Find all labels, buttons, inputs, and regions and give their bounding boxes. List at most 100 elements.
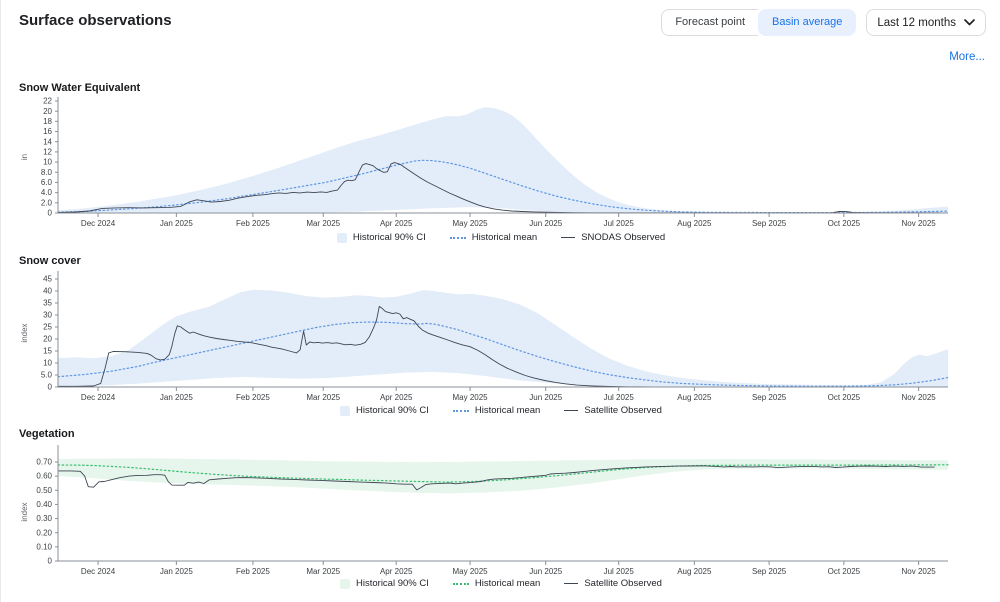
svg-text:in: in (20, 154, 29, 160)
svg-text:Dec 2024: Dec 2024 (81, 567, 116, 576)
svg-text:0.20: 0.20 (36, 528, 52, 537)
time-range-select[interactable]: Last 12 months (866, 9, 986, 36)
svg-text:6.0: 6.0 (41, 178, 53, 187)
snow-cover-chart-title: Snow cover (19, 255, 81, 267)
ci-band-swatch (340, 405, 351, 416)
page-title: Surface observations (19, 12, 172, 29)
svg-text:0: 0 (48, 209, 53, 218)
swe-chart-title: Snow Water Equivalent (19, 82, 141, 94)
ci-band-swatch (340, 578, 351, 589)
svg-text:10: 10 (43, 359, 52, 368)
svg-text:Apr 2025: Apr 2025 (380, 393, 413, 402)
svg-text:Mar 2025: Mar 2025 (306, 393, 340, 402)
svg-text:Dec 2024: Dec 2024 (81, 219, 116, 228)
svg-text:25: 25 (43, 323, 52, 332)
svg-text:Jan 2025: Jan 2025 (160, 219, 193, 228)
svg-text:May 2025: May 2025 (452, 393, 488, 402)
legend-item-mean: Historical mean (452, 578, 541, 589)
svg-text:8.0: 8.0 (41, 168, 53, 177)
legend-label: Historical mean (474, 578, 541, 589)
svg-text:Apr 2025: Apr 2025 (380, 219, 413, 228)
svg-text:May 2025: May 2025 (452, 567, 488, 576)
ci-band-swatch (336, 232, 347, 243)
legend-item-observed: Satellite Observed (564, 405, 662, 416)
snow-cover-legend: Historical 90% CI Historical mean Satell… (1, 405, 1000, 416)
svg-text:5.0: 5.0 (41, 371, 53, 380)
basin-average-button[interactable]: Basin average (758, 9, 857, 36)
legend-item-ci: Historical 90% CI (340, 405, 429, 416)
svg-text:Apr 2025: Apr 2025 (380, 567, 413, 576)
legend-item-ci: Historical 90% CI (336, 232, 426, 243)
svg-text:May 2025: May 2025 (452, 219, 488, 228)
svg-text:Aug 2025: Aug 2025 (677, 567, 712, 576)
svg-text:12: 12 (43, 148, 52, 157)
svg-text:4.0: 4.0 (41, 188, 53, 197)
legend-item-observed: SNODAS Observed (561, 232, 665, 243)
header-controls: Forecast point Basin average Last 12 mon… (661, 9, 986, 36)
svg-text:Jun 2025: Jun 2025 (529, 567, 562, 576)
svg-text:Nov 2025: Nov 2025 (902, 567, 937, 576)
vegetation-chart-title: Vegetation (19, 428, 75, 440)
svg-text:Nov 2025: Nov 2025 (902, 219, 937, 228)
mean-line-swatch (452, 582, 469, 585)
svg-text:0.30: 0.30 (36, 514, 52, 523)
svg-text:Feb 2025: Feb 2025 (236, 219, 270, 228)
observed-line-swatch (561, 236, 576, 239)
svg-text:35: 35 (43, 299, 52, 308)
svg-text:Aug 2025: Aug 2025 (677, 219, 712, 228)
svg-text:45: 45 (43, 275, 52, 284)
vegetation-chart[interactable]: 0 0.10 0.20 0.30 0.40 0.50 0.60 0.70 Dec 2024 Jan… (1, 443, 1000, 581)
svg-text:0.70: 0.70 (36, 458, 52, 467)
svg-text:Feb 2025: Feb 2025 (236, 567, 270, 576)
legend-item-mean: Historical mean (449, 232, 538, 243)
snow-cover-chart[interactable]: 0 5.0 10 15 20 25 30 35 40 45 Dec 2024 Jan 2025 Feb … (1, 269, 1000, 407)
svg-text:Oct 2025: Oct 2025 (828, 567, 861, 576)
view-toggle: Forecast point Basin average (661, 9, 857, 36)
legend-label: SNODAS Observed (581, 232, 666, 243)
legend-label: Historical mean (474, 405, 541, 416)
mean-line-swatch (452, 409, 469, 412)
svg-text:Dec 2024: Dec 2024 (81, 393, 116, 402)
legend-label: Satellite Observed (584, 578, 662, 589)
legend-item-ci: Historical 90% CI (340, 578, 429, 589)
svg-text:Jul 2025: Jul 2025 (604, 567, 635, 576)
svg-text:Oct 2025: Oct 2025 (828, 393, 861, 402)
svg-text:Sep 2025: Sep 2025 (752, 393, 787, 402)
svg-text:index: index (20, 323, 29, 342)
svg-text:14: 14 (43, 137, 52, 146)
legend-item-observed: Satellite Observed (564, 578, 662, 589)
legend-label: Satellite Observed (584, 405, 662, 416)
legend-label: Historical mean (471, 232, 538, 243)
svg-text:0: 0 (48, 557, 53, 566)
svg-text:Aug 2025: Aug 2025 (677, 393, 712, 402)
svg-text:10: 10 (43, 158, 52, 167)
chevron-down-icon (964, 19, 975, 26)
svg-text:Jul 2025: Jul 2025 (604, 393, 635, 402)
svg-text:Jan 2025: Jan 2025 (160, 567, 193, 576)
swe-legend: Historical 90% CI Historical mean SNODAS… (1, 232, 1000, 243)
observed-line-swatch (564, 409, 579, 412)
legend-item-mean: Historical mean (452, 405, 541, 416)
svg-text:40: 40 (43, 287, 52, 296)
svg-text:0: 0 (48, 383, 53, 392)
svg-text:22: 22 (43, 97, 52, 106)
svg-text:30: 30 (43, 311, 52, 320)
svg-text:20: 20 (43, 107, 52, 116)
svg-text:Jun 2025: Jun 2025 (529, 219, 562, 228)
legend-label: Historical 90% CI (352, 232, 426, 243)
svg-text:0.60: 0.60 (36, 472, 52, 481)
svg-text:0.50: 0.50 (36, 486, 52, 495)
vegetation-legend: Historical 90% CI Historical mean Satell… (1, 578, 1000, 589)
time-range-value: Last 12 months (877, 16, 956, 29)
svg-text:Jun 2025: Jun 2025 (529, 393, 562, 402)
svg-text:Oct 2025: Oct 2025 (828, 219, 861, 228)
svg-text:16: 16 (43, 127, 52, 136)
forecast-point-button[interactable]: Forecast point (661, 9, 759, 36)
svg-text:Feb 2025: Feb 2025 (236, 393, 270, 402)
svg-text:Mar 2025: Mar 2025 (306, 567, 340, 576)
svg-text:Sep 2025: Sep 2025 (752, 567, 787, 576)
more-link[interactable]: More... (949, 51, 985, 63)
svg-text:Sep 2025: Sep 2025 (752, 219, 787, 228)
mean-line-swatch (449, 236, 466, 239)
